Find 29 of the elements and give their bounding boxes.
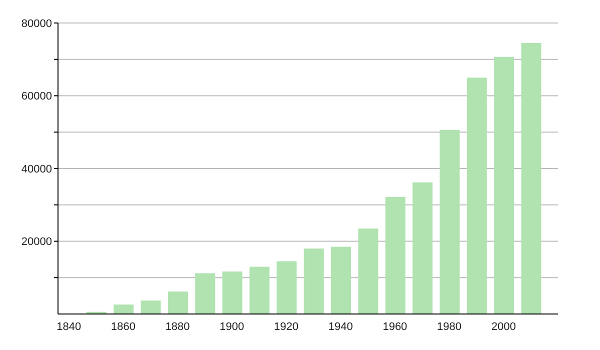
- bar: [494, 56, 514, 314]
- x-tick-label: 1860: [110, 320, 136, 333]
- bar: [331, 246, 352, 314]
- y-tick-label: 40000: [21, 163, 52, 176]
- bar: [466, 78, 487, 314]
- bar: [385, 196, 406, 314]
- x-tick-label: 2000: [491, 320, 516, 333]
- y-tick-label: 60000: [21, 90, 52, 103]
- y-tick-label: 80000: [21, 18, 52, 30]
- x-tick-label: 1980: [437, 320, 462, 333]
- bar: [521, 43, 542, 314]
- x-tick-label: 1940: [328, 320, 353, 333]
- x-tick-label: 1900: [220, 320, 244, 333]
- bar: [440, 130, 460, 314]
- bar: [250, 266, 270, 314]
- bar: [195, 273, 216, 314]
- bar: [222, 271, 242, 314]
- x-tick-label: 1840: [56, 320, 82, 333]
- bar: [358, 228, 378, 314]
- x-tick-label: 1920: [274, 320, 299, 333]
- y-tick-label: 20000: [21, 236, 52, 248]
- bar: [114, 304, 134, 314]
- bar: [412, 182, 433, 314]
- bar: [168, 291, 188, 314]
- bar: [140, 300, 161, 314]
- x-tick-label: 1880: [165, 320, 190, 333]
- bar: [276, 261, 297, 314]
- x-tick-label: 1960: [382, 320, 408, 333]
- bar: [304, 248, 324, 314]
